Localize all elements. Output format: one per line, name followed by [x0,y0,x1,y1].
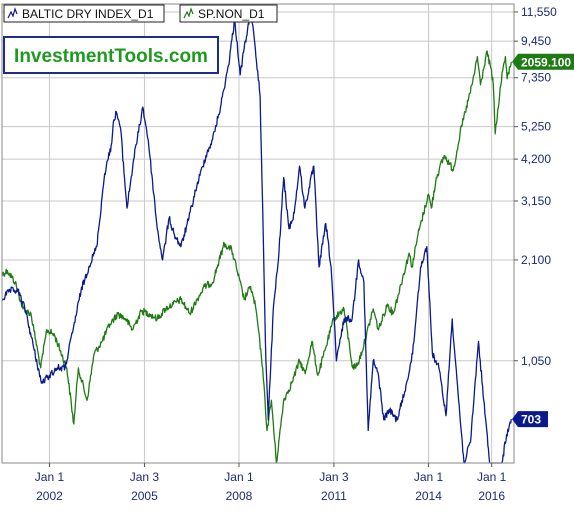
last-value-label: 2059.100 [521,55,571,69]
series-line-spnon [1,50,512,464]
last-value-tag [512,411,548,428]
last-value-label: 703 [521,413,541,427]
x-tick-label: Jan 1 [477,470,507,484]
y-tick-label: 11,550 [521,5,557,19]
last-value-tag [512,53,574,70]
x-tick-label: 2008 [226,489,253,503]
grid [2,4,514,463]
series-layer [1,11,512,464]
y-axis: 11,550 9,450 7,350 5,250 4,200 3,150 2,100 1,05… [514,5,557,368]
x-tick-label: Jan 3 [319,470,349,484]
series-line-baltic [1,11,512,464]
watermark-box: InvestmentTools.com [3,36,219,74]
x-tick-label: Jan 1 [224,470,254,484]
y-tick-label: 1,050 [521,354,551,368]
x-tick-label: 2011 [321,489,347,503]
line-icon [7,7,18,19]
last-value-tags: 2059.100 703 [512,53,574,428]
line-icon [183,7,194,19]
legend-item-baltic[interactable]: BALTIC DRY INDEX_D1 [3,4,165,23]
y-tick-label: 2,100 [521,253,551,267]
y-tick-label: 3,150 [521,194,551,208]
x-tick-label: Jan 1 [414,470,444,484]
x-tick-label: 2016 [478,489,505,503]
x-tick-label: 2005 [131,489,158,503]
watermark: InvestmentTools.com [14,46,208,67]
legend: BALTIC DRY INDEX_D1 SP.NON_D1 [3,4,278,23]
legend-item-spnon[interactable]: SP.NON_D1 [179,4,278,23]
y-tick-label: 4,200 [521,152,551,166]
x-tick-label: 2002 [36,489,63,503]
x-axis: Jan 1 2002 Jan 3 2005 Jan 1 2008 Jan 3 2011 Jan … [35,463,507,503]
y-tick-label: 7,350 [521,71,551,85]
y-tick-label: 5,250 [521,120,551,134]
legend-label-baltic: BALTIC DRY INDEX_D1 [22,7,154,21]
x-tick-label: Jan 1 [35,470,65,484]
y-tick-label: 9,450 [521,34,551,48]
x-tick-label: Jan 3 [130,470,160,484]
legend-label-spnon: SP.NON_D1 [198,7,265,21]
x-tick-label: 2014 [415,489,442,503]
plot-frame [1,3,515,464]
